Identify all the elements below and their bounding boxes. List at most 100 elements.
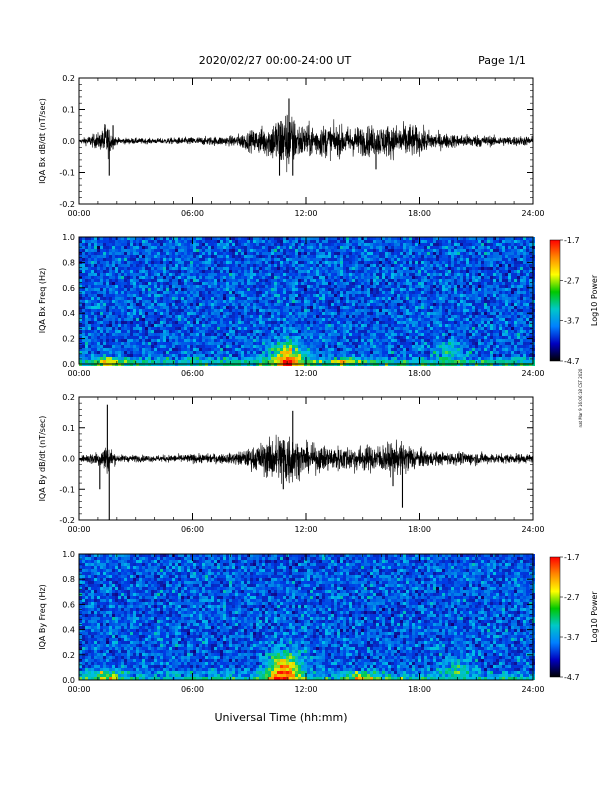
heat-cell	[112, 321, 115, 324]
heat-cell	[451, 270, 454, 273]
heat-cell	[433, 276, 436, 279]
heat-cell	[295, 237, 298, 240]
heat-cell	[214, 261, 217, 264]
heat-cell	[178, 279, 181, 282]
heat-cell	[448, 327, 451, 330]
heat-cell	[382, 309, 385, 312]
heat-cell	[88, 306, 91, 309]
heat-cell	[325, 237, 328, 240]
heat-cell	[235, 279, 238, 282]
heat-cell	[157, 324, 160, 327]
heat-cell	[82, 258, 85, 261]
heat-cell	[406, 276, 409, 279]
heat-cell	[445, 255, 448, 258]
heat-cell	[211, 261, 214, 264]
heat-cell	[499, 270, 502, 273]
heat-cell	[142, 315, 145, 318]
heat-cell	[451, 252, 454, 255]
heat-cell	[457, 273, 460, 276]
heat-cell	[364, 300, 367, 303]
heat-cell	[406, 273, 409, 276]
heat-cell	[190, 324, 193, 327]
heat-cell	[511, 327, 514, 330]
heat-cell	[349, 237, 352, 240]
heat-cell	[91, 330, 94, 333]
heat-cell	[433, 291, 436, 294]
heat-cell	[424, 249, 427, 252]
heat-cell	[430, 330, 433, 333]
heat-cell	[403, 270, 406, 273]
heat-cell	[265, 276, 268, 279]
heat-cell	[166, 240, 169, 243]
heat-cell	[100, 237, 103, 240]
heat-cell	[283, 237, 286, 240]
heat-cell	[436, 279, 439, 282]
heat-cell	[502, 282, 505, 285]
heat-cell	[286, 297, 289, 300]
heat-cell	[235, 327, 238, 330]
heat-cell	[121, 264, 124, 267]
heat-cell	[457, 306, 460, 309]
heat-cell	[109, 240, 112, 243]
heat-cell	[415, 243, 418, 246]
heat-cell	[154, 306, 157, 309]
heat-cell	[334, 249, 337, 252]
heat-cell	[199, 297, 202, 300]
heat-cell	[508, 309, 511, 312]
heat-cell	[133, 315, 136, 318]
heat-cell	[154, 288, 157, 291]
heat-cell	[235, 318, 238, 321]
heat-cell	[508, 318, 511, 321]
heat-cell	[304, 294, 307, 297]
heat-cell	[319, 261, 322, 264]
heat-cell	[202, 255, 205, 258]
heat-cell	[523, 303, 526, 306]
heat-cell	[202, 306, 205, 309]
heat-cell	[142, 294, 145, 297]
heat-cell	[412, 252, 415, 255]
heat-cell	[448, 276, 451, 279]
heat-cell	[520, 282, 523, 285]
heat-cell	[217, 255, 220, 258]
heat-cell	[268, 312, 271, 315]
heat-cell	[445, 249, 448, 252]
heat-cell	[130, 318, 133, 321]
heat-cell	[145, 264, 148, 267]
heat-cell	[106, 300, 109, 303]
heat-cell	[352, 264, 355, 267]
heat-cell	[424, 309, 427, 312]
heat-cell	[448, 303, 451, 306]
heat-cell	[223, 258, 226, 261]
heat-cell	[484, 273, 487, 276]
heat-cell	[169, 285, 172, 288]
heat-cell	[463, 321, 466, 324]
heat-cell	[400, 243, 403, 246]
heat-cell	[391, 282, 394, 285]
heat-cell	[115, 264, 118, 267]
heat-cell	[514, 327, 517, 330]
heat-cell	[394, 282, 397, 285]
heat-cell	[208, 258, 211, 261]
heat-cell	[385, 243, 388, 246]
heat-cell	[472, 261, 475, 264]
heat-cell	[88, 267, 91, 270]
heat-cell	[493, 306, 496, 309]
heat-cell	[331, 288, 334, 291]
heat-cell	[325, 291, 328, 294]
heat-cell	[91, 318, 94, 321]
heat-cell	[139, 324, 142, 327]
heat-cell	[376, 291, 379, 294]
heat-cell	[445, 264, 448, 267]
heat-cell	[169, 291, 172, 294]
heat-cell	[361, 255, 364, 258]
heat-cell	[223, 282, 226, 285]
heat-cell	[151, 282, 154, 285]
heat-cell	[439, 258, 442, 261]
heat-cell	[307, 294, 310, 297]
heat-cell	[346, 246, 349, 249]
heat-cell	[166, 282, 169, 285]
heat-cell	[496, 249, 499, 252]
heat-cell	[418, 267, 421, 270]
heat-cell	[181, 306, 184, 309]
heat-cell	[223, 324, 226, 327]
